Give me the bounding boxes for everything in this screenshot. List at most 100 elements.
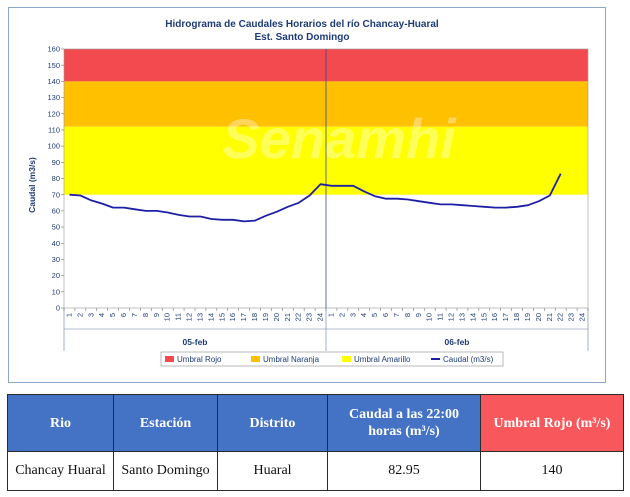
y-tick-label: 140: [47, 77, 60, 86]
y-tick-label: 90: [52, 158, 60, 167]
series-layer: [69, 173, 562, 223]
y-tick-label: 80: [52, 174, 60, 183]
station-table: Rio Estación Distrito Caudal a las 22:00…: [7, 394, 624, 491]
x-tick-label: 18: [512, 313, 521, 321]
legend-swatch: [165, 356, 174, 362]
x-tick-label: 1: [64, 313, 73, 317]
x-tick-label: 10: [163, 313, 172, 321]
y-tick-label: 150: [47, 61, 60, 70]
x-tick-label: 16: [490, 313, 499, 321]
x-tick-label: 20: [272, 313, 281, 321]
x-tick-label: 7: [392, 313, 401, 317]
hydrograph-chart: Hidrograma de Caudales Horarios del río …: [27, 19, 589, 367]
x-tick-label: 11: [174, 313, 183, 321]
x-tick-label: 1: [326, 313, 335, 317]
x-tick-label: 3: [86, 313, 95, 317]
x-tick-label: 19: [523, 313, 532, 321]
x-tick-label: 18: [250, 313, 259, 321]
legend-label: Umbral Rojo: [177, 355, 222, 364]
day-label: 06-feb: [444, 337, 469, 347]
x-tick-label: 22: [556, 313, 565, 321]
x-tick-label: 9: [152, 313, 161, 317]
x-tick-label: 2: [337, 313, 346, 317]
x-tick-label: 4: [359, 313, 368, 317]
x-tick-label: 2: [75, 313, 84, 317]
x-tick-label: 23: [567, 313, 576, 321]
day-label: 05-feb: [182, 337, 207, 347]
legend-box: [160, 351, 504, 367]
x-tick-label: 10: [425, 313, 434, 321]
x-tick-label: 20: [534, 313, 543, 321]
x-tick-label: 14: [468, 313, 477, 321]
y-tick-label: 70: [52, 190, 60, 199]
x-tick-label: 5: [108, 313, 117, 317]
y-tick-label: 60: [52, 206, 60, 215]
x-tick-label: 16: [228, 313, 237, 321]
chart-title: Hidrograma de Caudales Horarios del río …: [165, 19, 439, 30]
chart-container: Hidrograma de Caudales Horarios del río …: [8, 7, 606, 383]
x-tick-label: 5: [370, 313, 379, 317]
day-labels: 05-feb 06-feb: [63, 308, 589, 351]
y-tick-label: 50: [52, 223, 60, 232]
x-tick-label: 9: [414, 313, 423, 317]
watermark-text: Senamhi: [222, 107, 457, 170]
x-tick-label: 15: [479, 313, 488, 321]
chart-legend: Umbral Rojo Umbral Naranja Umbral Amarillo…: [160, 351, 504, 367]
legend-label: Umbral Naranja: [263, 355, 320, 364]
legend-label: Umbral Amarillo: [354, 355, 411, 364]
x-tick-label: 19: [261, 313, 270, 321]
table-header-row: Rio Estación Distrito Caudal a las 22:00…: [7, 394, 624, 452]
x-tick-label: 13: [195, 313, 204, 321]
cell-umbral: 140: [480, 451, 624, 491]
cell-distrito: Huaral: [217, 451, 328, 491]
header-caudal: Caudal a las 22:00 horas (m³/s): [327, 394, 481, 452]
header-rio: Rio: [7, 394, 114, 452]
x-tick-label: 21: [283, 313, 292, 321]
x-tick-label: 8: [141, 313, 150, 317]
x-tick-label: 12: [185, 313, 194, 321]
x-tick-label: 6: [381, 313, 390, 317]
y-tick-label: 40: [52, 239, 60, 248]
caudal-line: [69, 173, 562, 223]
x-tick-label: 4: [97, 313, 106, 317]
x-tick-label: 17: [501, 313, 510, 321]
y-tick-label: 0: [56, 304, 60, 313]
chart-subtitle: Est. Santo Domingo: [255, 32, 350, 43]
cell-rio: Chancay Huaral: [7, 451, 114, 491]
y-axis-label: Caudal (m3/s): [27, 157, 37, 213]
y-tick-label: 10: [52, 287, 60, 296]
x-tick-label: 22: [294, 313, 303, 321]
y-tick-label: 120: [47, 109, 60, 118]
x-tick-label: 15: [217, 313, 226, 321]
y-tick-label: 30: [52, 255, 60, 264]
y-tick-label: 20: [52, 271, 60, 280]
y-tick-label: 130: [47, 93, 60, 102]
header-umbral-rojo: Umbral Rojo (m³/s): [480, 394, 624, 452]
cell-estacion: Santo Domingo: [113, 451, 218, 491]
legend-swatch: [251, 356, 260, 362]
x-tick-label: 21: [545, 313, 554, 321]
x-tick-label: 11: [436, 313, 445, 321]
legend-label: Caudal (m3/s): [443, 355, 494, 364]
y-tick-label: 160: [47, 45, 60, 54]
header-estacion: Estación: [113, 394, 218, 452]
y-axis-ticks: 0 10 20 30 40 50 60 70 80 90 100 110 120 130 140 150 160: [47, 45, 64, 313]
x-tick-label: 14: [206, 313, 215, 321]
x-tick-label: 12: [447, 313, 456, 321]
legend-swatch: [342, 356, 351, 362]
x-tick-label: 17: [239, 313, 248, 321]
x-tick-label: 3: [348, 313, 357, 317]
y-tick-label: 110: [48, 126, 60, 135]
cell-caudal: 82.95: [327, 451, 481, 491]
y-tick-label: 100: [47, 142, 60, 151]
x-tick-label: 7: [130, 313, 139, 317]
table-row: Chancay Huaral Santo Domingo Huaral 82.9…: [7, 451, 624, 491]
x-tick-label: 24: [578, 313, 587, 321]
x-tick-label: 23: [305, 313, 314, 321]
x-tick-label: 8: [403, 313, 412, 317]
x-tick-label: 13: [457, 313, 466, 321]
x-tick-label: 6: [119, 313, 128, 317]
x-axis-ticks: 1 2 3 4 5 6 7 8 9 10 11 12 13 14 15 16 17 18 19 20 21 22 23 24 1…: [63, 308, 589, 321]
header-distrito: Distrito: [217, 394, 328, 452]
x-tick-label: 24: [316, 313, 325, 321]
